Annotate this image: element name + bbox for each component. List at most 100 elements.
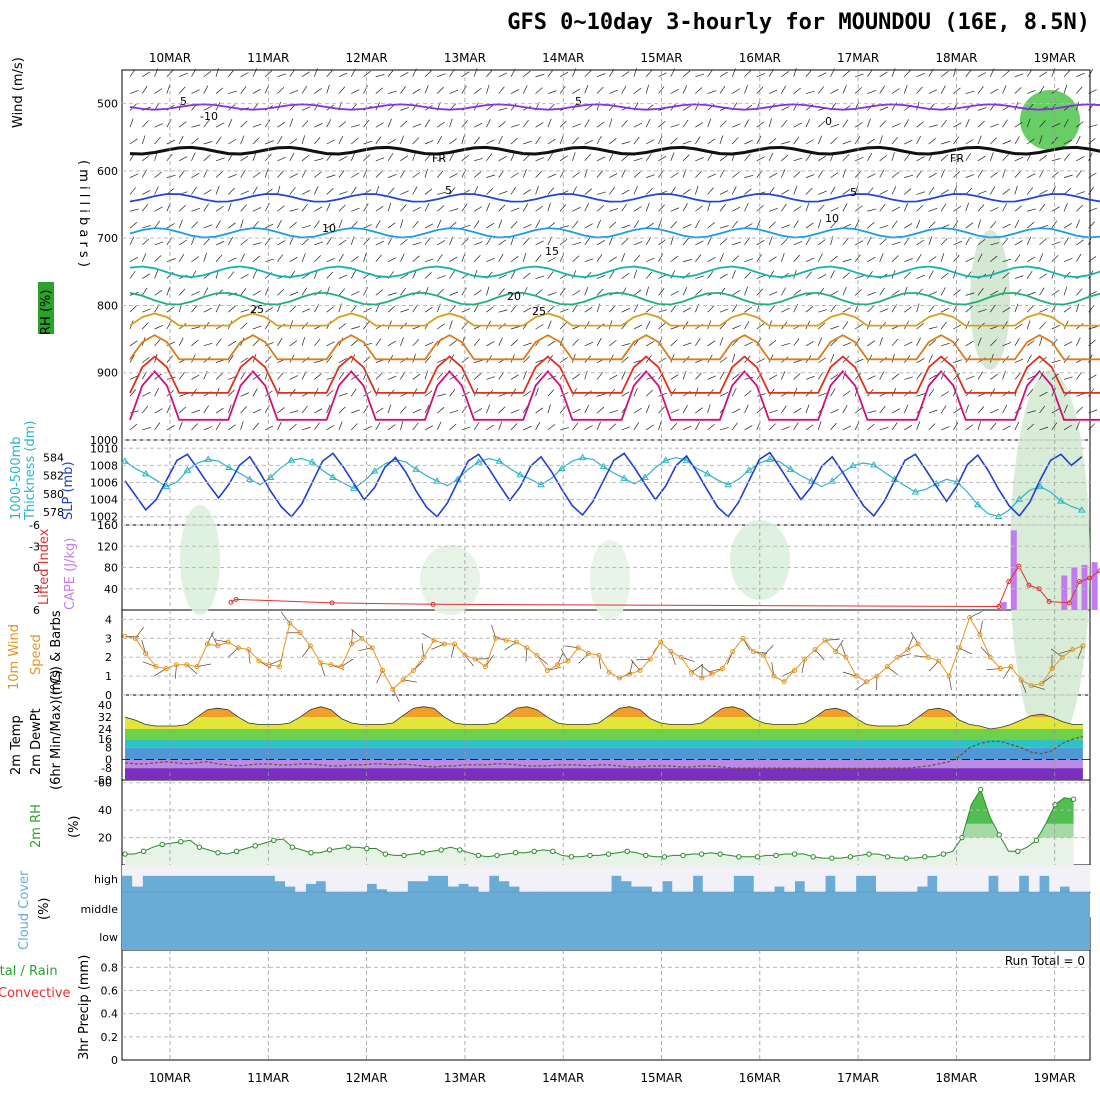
wind-barb (449, 173, 458, 178)
wind-barb (916, 393, 926, 397)
cloud-high-clear (335, 865, 347, 892)
wind-barb (977, 72, 987, 78)
y-tick-cape: 40 (104, 583, 118, 596)
wind-barb (1075, 303, 1080, 313)
wind-barb (535, 407, 544, 414)
wind-barb (965, 202, 969, 212)
wind-speed-marker (730, 649, 736, 655)
wind-barb (1063, 153, 1070, 162)
wind-barb (559, 357, 568, 363)
thickness-marker (370, 467, 379, 474)
wind-barb (412, 220, 419, 229)
wind-barb (695, 219, 700, 229)
wind-barb (941, 342, 950, 347)
wind-barb (572, 373, 580, 380)
wind-speed-marker (1070, 647, 1076, 653)
wind-barb (584, 168, 588, 178)
wind-barb (559, 238, 568, 246)
wind-barb (400, 204, 407, 212)
wind-barb (608, 118, 613, 128)
wind-barb (732, 123, 741, 128)
wind-barb (166, 84, 171, 94)
wind-barb (523, 272, 531, 279)
wind-barb (486, 202, 491, 212)
wind-barb (449, 410, 459, 414)
wind-barb (473, 206, 483, 212)
cloud-high-clear (702, 865, 714, 892)
rh-marker (140, 848, 147, 854)
thickness-marker (287, 456, 296, 463)
wind-barb (486, 69, 493, 77)
wind-barb (572, 68, 577, 77)
wind-barb (252, 172, 261, 178)
wind-speed-marker (410, 667, 416, 673)
wind-barb (867, 305, 875, 313)
wind-barb (682, 342, 692, 347)
wind-speed-marker (915, 641, 921, 647)
wind-barb (227, 404, 232, 414)
wind-barb (547, 138, 556, 145)
wind-barb (953, 220, 959, 229)
wind-barb (228, 354, 234, 363)
wind-barb (1014, 101, 1019, 111)
wind-barb (916, 219, 921, 229)
wind-barb (154, 388, 159, 397)
wind-speed-marker (1049, 666, 1055, 672)
wind-barb (1088, 423, 1096, 431)
wind-barb (584, 105, 593, 111)
wind-barb (781, 203, 787, 212)
wind-barb (277, 205, 285, 212)
cloud-high-clear (743, 865, 755, 876)
wind-barb (1039, 238, 1047, 246)
wind-barb (437, 191, 447, 195)
wind-barb (903, 404, 909, 414)
date-label-top: 15MAR (640, 51, 682, 65)
wind-barb (510, 89, 520, 94)
wind-barb (584, 188, 592, 195)
wind-speed-marker (287, 620, 293, 626)
wind-barb (326, 174, 336, 178)
thickness-marker (349, 484, 358, 491)
wind-barb (633, 373, 641, 380)
cloud-high-clear (305, 865, 317, 884)
ylabel-dewpt2m: 2m DewPt (29, 708, 44, 775)
wind-barb (473, 304, 479, 313)
wind-barb (424, 390, 433, 397)
wind-barb (928, 270, 934, 279)
wind-barb (1026, 320, 1031, 330)
wind-barb (400, 72, 409, 78)
wind-barb (928, 256, 937, 263)
wind-barb (744, 202, 749, 212)
wind-barb (1039, 426, 1049, 431)
wind-barb (744, 84, 748, 94)
wind-barb (781, 189, 790, 195)
cloud-high-clear (1059, 865, 1071, 887)
rh-marker (233, 848, 240, 854)
wind-barb (314, 136, 321, 145)
rh-marker (736, 854, 742, 860)
wind-barb (965, 222, 974, 229)
rh-marker (271, 837, 277, 844)
wind-barb (154, 206, 163, 212)
wind-barb (547, 187, 555, 195)
wind-barb (645, 69, 653, 77)
wind-barb (793, 241, 803, 246)
wind-barb (510, 374, 519, 380)
cloud-high-clear (937, 865, 948, 892)
wind-barb (437, 407, 445, 414)
wind-barb (486, 104, 494, 111)
wind-barb (436, 219, 442, 229)
wind-barb (498, 337, 503, 346)
wind-barb (1039, 391, 1048, 397)
wind-barb (1063, 341, 1073, 347)
rh-marker (550, 848, 556, 854)
cloud-high-clear (397, 865, 408, 892)
wind-barb (240, 190, 250, 195)
wind-barb (645, 320, 651, 330)
wind-barb (732, 88, 740, 94)
wind-barb (989, 152, 994, 161)
y-tick-wind: 2 (105, 651, 112, 664)
wind-barb (731, 422, 738, 431)
wind-barb (596, 135, 602, 145)
y-tick-slp: 1002 (90, 511, 118, 524)
